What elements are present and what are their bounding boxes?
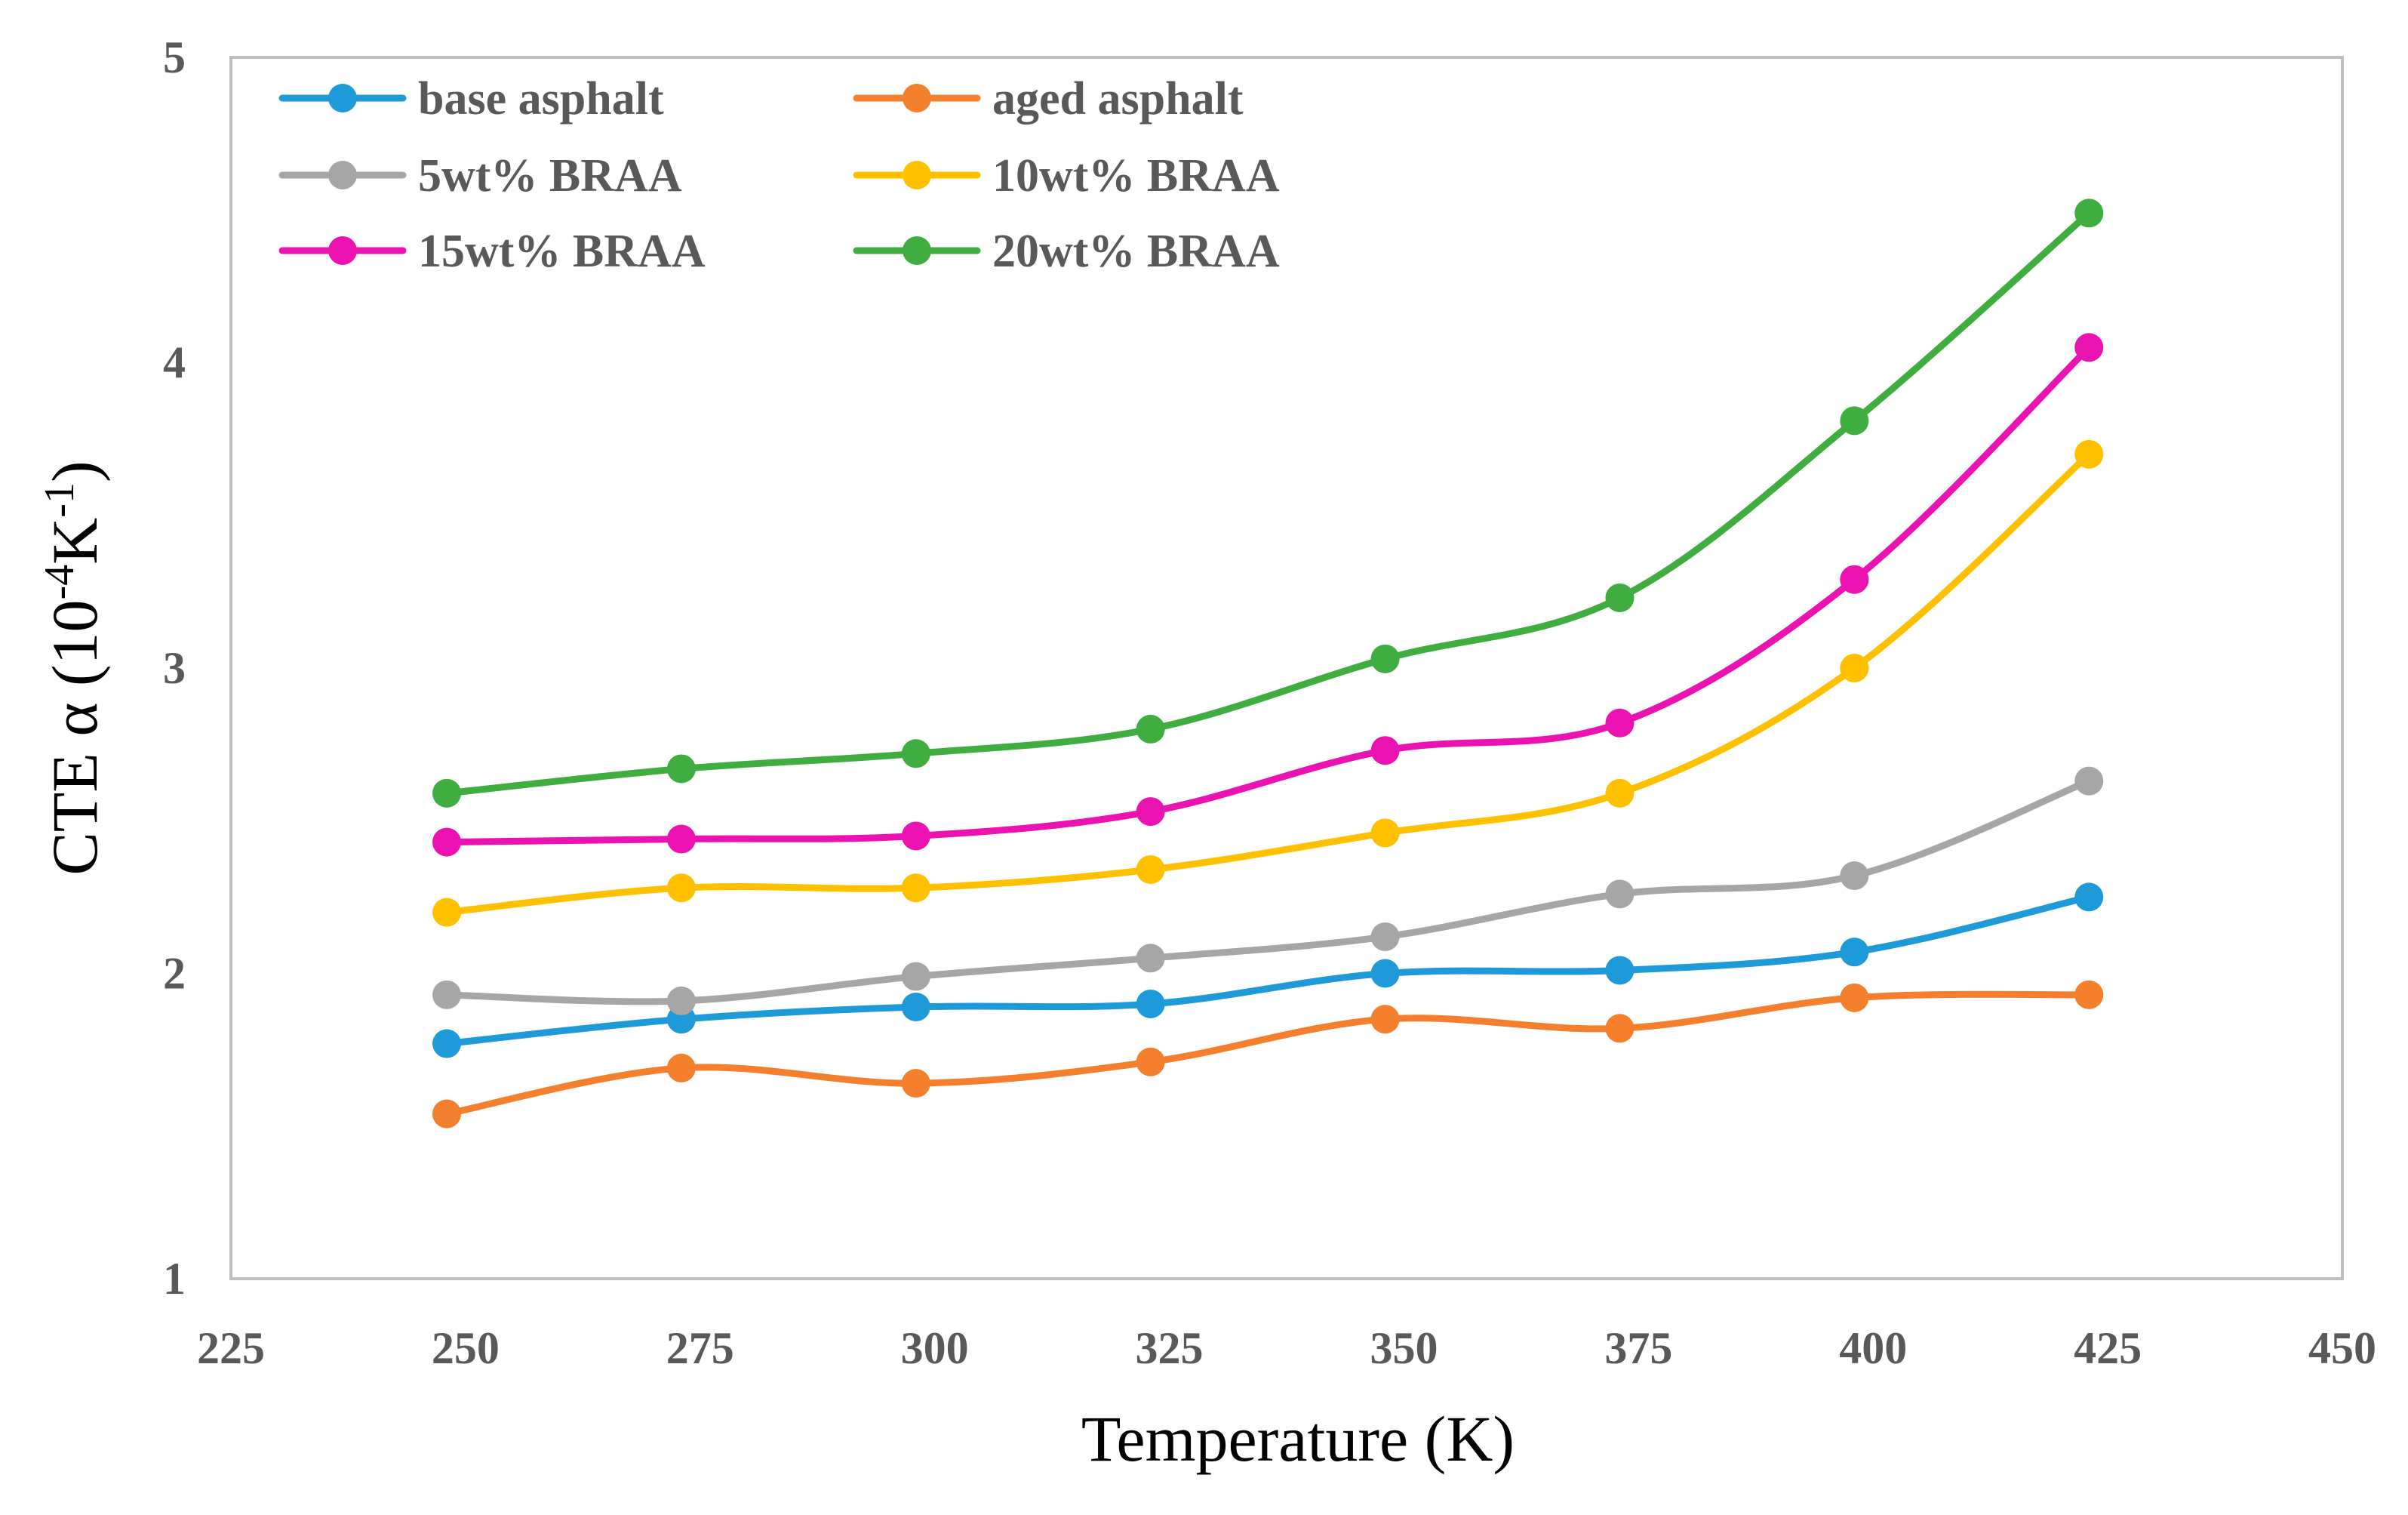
- series-line-0: [443, 893, 2093, 1048]
- legend-label-5: 20wt% BRAA: [992, 226, 1280, 277]
- series-4-point-7: [2074, 333, 2104, 362]
- series-3-point-4: [1370, 818, 1400, 848]
- series-1-point-4: [1370, 1005, 1400, 1034]
- legend-item-4: 15wt% BRAA: [278, 226, 706, 277]
- series-2-point-6: [1840, 861, 1869, 891]
- series-0-point-3: [1136, 989, 1165, 1018]
- x-tick-label-7: 400: [1839, 1323, 1907, 1373]
- series-2: [432, 766, 2104, 1015]
- series-0-point-6: [1840, 938, 1869, 967]
- y-tick-label-4: 5: [163, 32, 186, 82]
- legend-item-3: 10wt% BRAA: [853, 150, 1280, 202]
- legend-item-0: base asphalt: [278, 73, 664, 125]
- series-0-point-7: [2074, 882, 2104, 912]
- legend-swatch-marker-3: [903, 161, 931, 189]
- series-2-point-7: [2074, 766, 2104, 796]
- legend: base asphalt aged asphalt 5wt% BRAA 10wt% B…: [278, 73, 1280, 277]
- series-0-point-0: [432, 1029, 462, 1058]
- series-5-point-1: [666, 754, 696, 784]
- series-3-point-3: [1136, 854, 1165, 884]
- x-tick-label-5: 350: [1370, 1323, 1438, 1373]
- series-2-point-5: [1605, 879, 1635, 909]
- series-line-2: [443, 778, 2093, 1005]
- series-2-point-4: [1370, 922, 1400, 951]
- x-tick-label-6: 375: [1604, 1323, 1672, 1373]
- series-1-point-7: [2074, 980, 2104, 1009]
- legend-swatch-marker-4: [328, 236, 357, 265]
- series-1-point-1: [666, 1053, 696, 1082]
- x-tick-label-8: 425: [2074, 1323, 2142, 1373]
- series-5-point-5: [1605, 583, 1635, 612]
- series-5-point-0: [432, 778, 462, 808]
- series-5-point-7: [2074, 199, 2104, 228]
- series-1-point-3: [1136, 1047, 1165, 1076]
- legend-swatch-marker-1: [903, 84, 931, 112]
- legend-item-2: 5wt% BRAA: [278, 150, 682, 202]
- series-5-point-4: [1370, 644, 1400, 673]
- y-axis-ticks: 1 2 3 4 5: [163, 32, 186, 1304]
- series-3-point-2: [901, 873, 930, 903]
- series-5-point-3: [1136, 714, 1165, 744]
- series-0: [432, 882, 2104, 1058]
- series-4-point-6: [1840, 565, 1869, 594]
- series-1-point-2: [901, 1069, 930, 1098]
- series-5-point-2: [901, 739, 930, 768]
- series-3-point-5: [1605, 778, 1635, 808]
- series-3-point-7: [2074, 439, 2104, 469]
- legend-item-1: aged asphalt: [853, 73, 1244, 125]
- x-tick-label-0: 225: [197, 1323, 265, 1373]
- series-0-point-5: [1605, 956, 1635, 985]
- series-5: [432, 199, 2104, 808]
- legend-swatch-marker-0: [328, 84, 357, 112]
- series-2-point-1: [666, 986, 696, 1015]
- series-1-point-0: [432, 1099, 462, 1129]
- legend-label-2: 5wt% BRAA: [418, 150, 682, 202]
- series-4-point-1: [666, 824, 696, 854]
- series-3: [432, 439, 2104, 927]
- series-2-point-0: [432, 980, 462, 1009]
- y-tick-label-2: 3: [163, 643, 186, 693]
- y-tick-label-1: 2: [163, 949, 186, 999]
- x-tick-label-3: 300: [901, 1323, 969, 1373]
- series-1-point-5: [1605, 1014, 1635, 1043]
- x-tick-label-1: 250: [432, 1323, 500, 1373]
- series-0-point-4: [1370, 959, 1400, 988]
- x-axis-title: Temperature (K): [1081, 1403, 1515, 1475]
- legend-label-4: 15wt% BRAA: [418, 226, 706, 277]
- x-tick-label-2: 275: [666, 1323, 734, 1373]
- legend-item-5: 20wt% BRAA: [853, 226, 1280, 277]
- plot-area-frame: [229, 56, 2344, 1280]
- series-layer: [432, 199, 2104, 1129]
- legend-swatch-marker-5: [903, 236, 931, 265]
- series-0-point-2: [901, 992, 930, 1021]
- x-tick-label-9: 450: [2308, 1323, 2376, 1373]
- series-4-point-5: [1605, 708, 1635, 737]
- legend-label-0: base asphalt: [418, 73, 664, 125]
- series-4: [432, 333, 2104, 857]
- y-tick-label-3: 4: [163, 338, 186, 388]
- series-line-1: [443, 990, 2093, 1118]
- series-3-point-1: [666, 873, 696, 903]
- series-4-point-4: [1370, 736, 1400, 765]
- series-3-point-6: [1840, 654, 1869, 682]
- series-3-point-0: [432, 898, 462, 927]
- legend-swatch-marker-2: [328, 161, 357, 189]
- series-2-point-3: [1136, 944, 1165, 973]
- series-2-point-2: [901, 962, 930, 991]
- x-axis-ticks: 225 250 275 300 325 350 375 400 425 450: [197, 1323, 2376, 1373]
- x-tick-label-4: 325: [1136, 1323, 1204, 1373]
- y-tick-label-0: 1: [163, 1254, 186, 1304]
- legend-label-3: 10wt% BRAA: [992, 150, 1280, 202]
- series-4-point-2: [901, 821, 930, 851]
- legend-label-1: aged asphalt: [992, 73, 1244, 125]
- series-4-point-3: [1136, 797, 1165, 827]
- series-4-point-0: [432, 827, 462, 857]
- series-1-point-6: [1840, 983, 1869, 1012]
- y-axis-title: CTE α (10-4K-1): [36, 460, 111, 875]
- series-1: [432, 980, 2104, 1129]
- series-5-point-6: [1840, 406, 1869, 436]
